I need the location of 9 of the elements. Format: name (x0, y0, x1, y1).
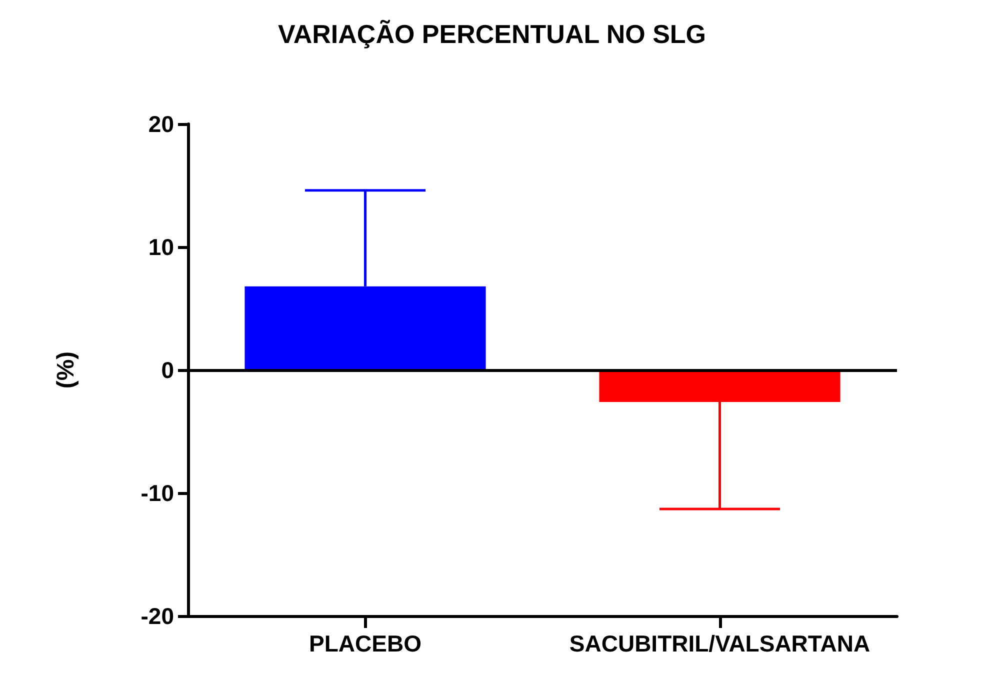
y-tick-label: -20 (140, 603, 174, 629)
y-tick-label: 20 (148, 111, 174, 137)
y-tick-label: 0 (161, 357, 174, 383)
x-tick-label: PLACEBO (309, 630, 422, 656)
chart-title: VARIAÇÃO PERCENTUAL NO SLG (278, 19, 706, 49)
y-tick-label: -10 (140, 480, 174, 506)
y-tick-label: 10 (148, 234, 174, 260)
x-tick-label: SACUBITRIL/VALSARTANA (569, 630, 870, 656)
y-axis-title: (%) (52, 351, 80, 389)
